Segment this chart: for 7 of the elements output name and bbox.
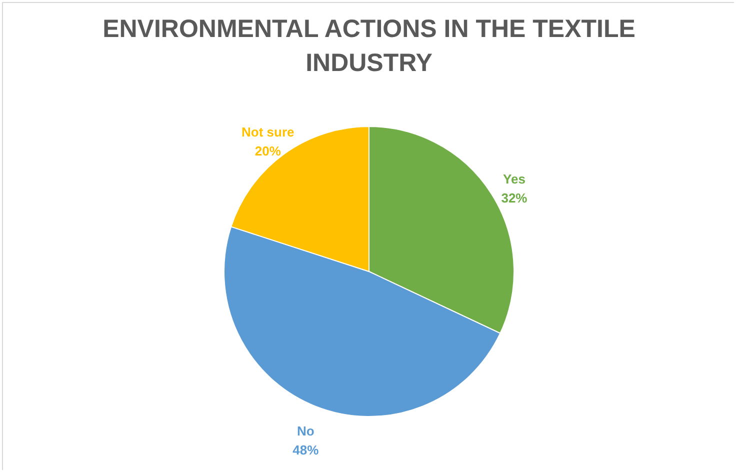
- slice-label: No: [297, 423, 314, 438]
- data-label: 48%: [292, 442, 320, 458]
- data-label: 20%: [254, 143, 282, 158]
- chart-title: ENVIRONMENTAL ACTIONS IN THE TEXTILE INDUSTRY: [102, 15, 636, 77]
- slice-label: Yes: [503, 171, 526, 186]
- slice-label: Not sure: [242, 124, 294, 140]
- data-label: 32%: [501, 190, 528, 206]
